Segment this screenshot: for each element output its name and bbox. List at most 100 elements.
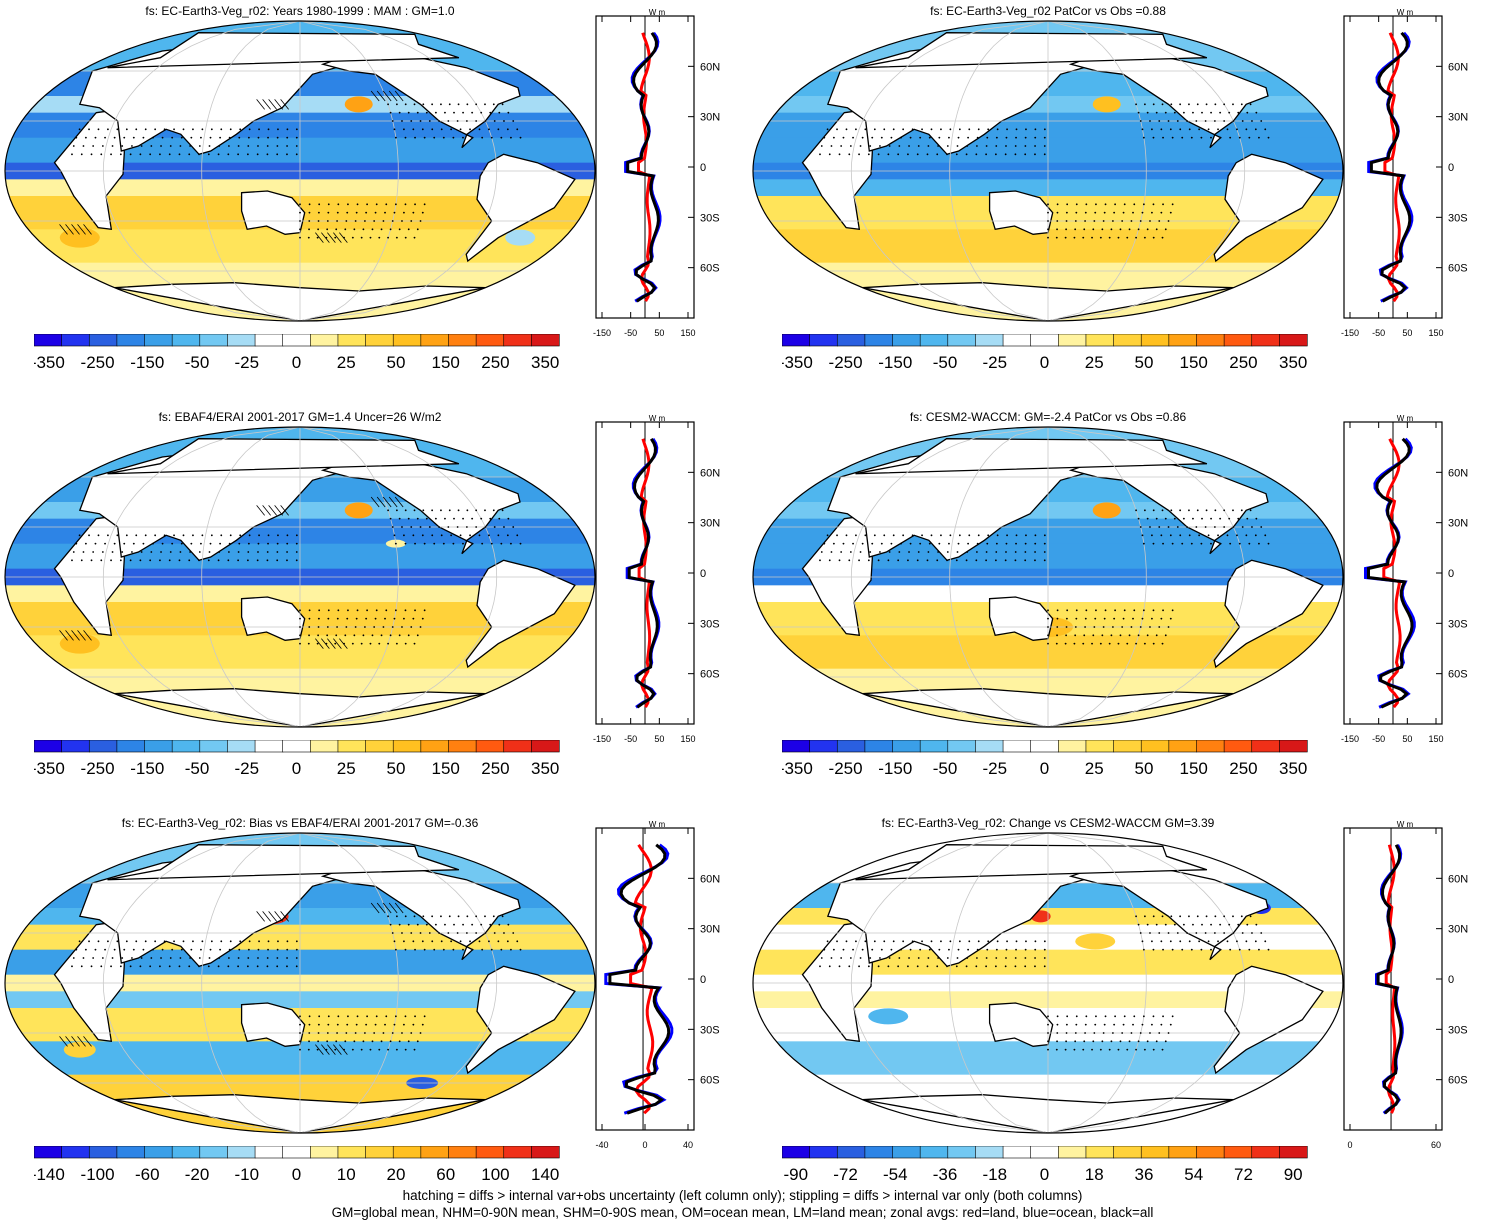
colorbar-swatch <box>1168 334 1198 347</box>
colorbar-swatch <box>1113 740 1142 753</box>
zonal-all-line <box>1376 844 1403 1115</box>
panel-patcor-obs: fs: EC-Earth3-Veg_r02 PatCor vs Obs =0.8… <box>748 0 1485 406</box>
zonal-all-line <box>608 843 671 1115</box>
colorbar-swatch <box>420 740 450 753</box>
colorbar-label: 350 <box>1279 759 1307 778</box>
colorbar-swatch <box>116 334 146 347</box>
map-border <box>752 20 1344 322</box>
colorbar-label: 0 <box>1040 1165 1049 1184</box>
greenland-land <box>855 844 1208 881</box>
colorbar-swatch <box>365 740 394 753</box>
hatching <box>59 496 404 649</box>
colorbar-swatch <box>1168 740 1198 753</box>
zonal-mean-plot: 60N 30N 0 30S 60S -150 -50 50 150 W m <box>1341 414 1468 744</box>
panel-title: fs: EC-Earth3-Veg_r02 PatCor vs Obs =0.8… <box>930 4 1166 18</box>
zonal-all-line <box>627 438 659 709</box>
greenland-land <box>107 32 460 69</box>
footer-line-1: hatching = diffs > internal var+obs unce… <box>402 1188 1083 1203</box>
colorbar-label: -36 <box>933 1165 958 1184</box>
colorbar-swatch <box>254 740 284 753</box>
world-map <box>752 20 1344 322</box>
colorbar-label: -150 <box>130 353 164 372</box>
colorbar-label: -350 <box>34 759 65 778</box>
colorbar-label: 0 <box>292 759 301 778</box>
colorbar-swatch <box>392 334 422 347</box>
zonal-ocean-line <box>1375 844 1404 1115</box>
colorbar-swatch <box>1085 1146 1115 1159</box>
panel-bias-vs-obs: fs: EC-Earth3-Veg_r02: Bias vs EBAF4/ERA… <box>0 812 742 1218</box>
colorbar: -350 -250 -150 -50 -25 0 25 50 150 250 350 <box>34 740 560 778</box>
zonal-ocean-line <box>604 843 674 1115</box>
map-border <box>752 426 1344 728</box>
zonal-x-label: -40 <box>595 1140 608 1150</box>
zonal-lat-label: 0 <box>1448 162 1454 174</box>
colorbar-label: -50 <box>185 353 210 372</box>
value-anomaly <box>344 96 373 113</box>
colorbar-swatch <box>809 740 838 753</box>
colorbar-label: 90 <box>1284 1165 1303 1184</box>
colorbar-label: -50 <box>185 759 210 778</box>
colorbar-label: -250 <box>829 759 863 778</box>
zonal-mean-plot: 60N 30N 0 30S 60S -150 -50 50 150 W m <box>1341 8 1468 338</box>
colorbar-label: 140 <box>531 1165 559 1184</box>
zonal-lat-label: 0 <box>1448 568 1454 580</box>
colorbar-label: -350 <box>782 353 813 372</box>
colorbar-label: -100 <box>81 1165 115 1184</box>
colorbar-swatch <box>282 1146 311 1159</box>
zonal-lat-label: 30S <box>1448 212 1468 224</box>
zonal-land-line <box>637 32 652 302</box>
colorbar-label: 250 <box>481 759 509 778</box>
colorbar-label: 0 <box>1040 759 1049 778</box>
colorbar-label: -140 <box>34 1165 65 1184</box>
world-map <box>752 426 1344 728</box>
colorbar-swatch <box>1002 740 1032 753</box>
colorbar-label: 0 <box>1040 353 1049 372</box>
greenland-land <box>855 32 1208 69</box>
colorbar-swatch <box>144 1146 173 1159</box>
colorbar: -350 -250 -150 -50 -25 0 25 50 150 250 350 <box>782 740 1308 778</box>
colorbar-label: -50 <box>933 759 958 778</box>
south-america-land <box>1213 965 1324 1075</box>
graticule <box>5 21 595 321</box>
zonal-lat-label: 30S <box>700 618 720 630</box>
zonal-axes: 60N 30N 0 30S 60S -150 -50 50 150 W m <box>593 8 720 338</box>
zonal-mean-plot: 60N 30N 0 30S 60S 0 60 W m <box>1343 820 1468 1150</box>
north-america-land <box>320 456 521 555</box>
north-america-land <box>1068 862 1269 961</box>
map-border <box>4 832 596 1134</box>
colorbar-swatch <box>809 1146 838 1159</box>
colorbar-swatch <box>227 334 256 347</box>
value-anomaly <box>505 229 536 246</box>
north-america-land <box>320 50 521 149</box>
zonal-axes: 60N 30N 0 30S 60S -150 -50 50 150 W m <box>1341 414 1468 744</box>
zonal-axes: 60N 30N 0 30S 60S -40 0 40 W m <box>595 820 720 1150</box>
zonal-units: W m <box>1397 820 1414 829</box>
hatching <box>59 902 404 1055</box>
colorbar-label: 250 <box>1229 353 1257 372</box>
colorbar-swatch <box>392 740 422 753</box>
colorbar-label: 150 <box>432 353 460 372</box>
zonal-ocean-line <box>1364 437 1416 709</box>
zonal-x-label: -150 <box>1341 328 1359 338</box>
colorbar-swatch <box>365 334 394 347</box>
australia-land <box>240 596 306 641</box>
colorbar-swatch <box>975 334 1004 347</box>
colorbar-swatch <box>1030 1146 1059 1159</box>
zonal-lat-label: 60S <box>1448 1075 1468 1087</box>
colorbar-swatch <box>892 1146 921 1159</box>
colorbar-label: 0 <box>292 353 301 372</box>
zonal-x-label: 0 <box>1347 1140 1352 1150</box>
zonal-mean-plot: 60N 30N 0 30S 60S -40 0 40 W m <box>595 820 720 1150</box>
zonal-lat-label: 30N <box>700 112 720 124</box>
value-anomaly <box>59 633 100 654</box>
zonal-lat-label: 60S <box>700 263 720 275</box>
zonal-x-label: -150 <box>593 328 611 338</box>
colorbar-swatch <box>1223 334 1253 347</box>
stippling <box>71 915 522 1051</box>
colorbar: -350 -250 -150 -50 -25 0 25 50 150 250 350 <box>782 334 1308 372</box>
colorbar-label: 20 <box>387 1165 406 1184</box>
panel-title: fs: EC-Earth3-Veg_r02: Bias vs EBAF4/ERA… <box>121 816 479 830</box>
colorbar-label: -150 <box>878 759 912 778</box>
zonal-land-line <box>637 438 652 708</box>
colorbar-swatch <box>34 334 63 347</box>
